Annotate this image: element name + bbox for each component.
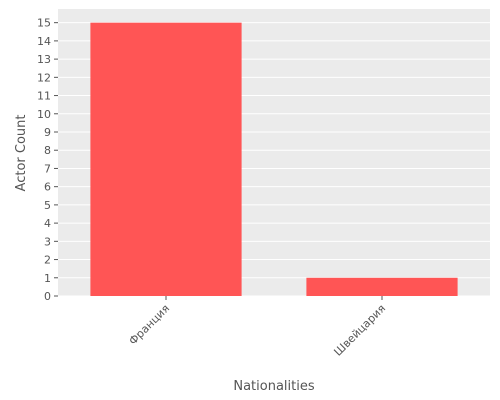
y-tick-label: 9 (44, 126, 51, 139)
bars (90, 22, 458, 297)
y-tick-label: 1 (44, 272, 51, 285)
y-tick-label: 4 (44, 217, 51, 230)
y-tick-label: 11 (37, 90, 51, 103)
bar (90, 22, 242, 297)
y-tick-label: 0 (44, 290, 51, 303)
y-tick-label: 14 (37, 35, 51, 48)
y-axis-label: Actor Count (14, 115, 29, 192)
y-tick-label: 6 (44, 181, 51, 194)
y-tick-label: 10 (37, 108, 51, 121)
y-tick-label: 12 (37, 71, 51, 84)
y-tick-label: 2 (44, 254, 51, 267)
y-tick-label: 7 (44, 162, 51, 175)
y-tick-label: 5 (44, 199, 51, 212)
x-tick-label: Франция (126, 302, 172, 348)
y-tick-label: 8 (44, 144, 51, 157)
y-tick-label: 3 (44, 235, 51, 248)
x-tick-label: Швейцария (331, 302, 388, 359)
y-tick-label: 15 (37, 17, 51, 30)
bar (306, 277, 458, 296)
x-axis-label: Nationalities (233, 379, 314, 394)
y-tick-label: 13 (37, 53, 51, 66)
x-axis-ticks: Франция Швейцария (126, 296, 388, 359)
